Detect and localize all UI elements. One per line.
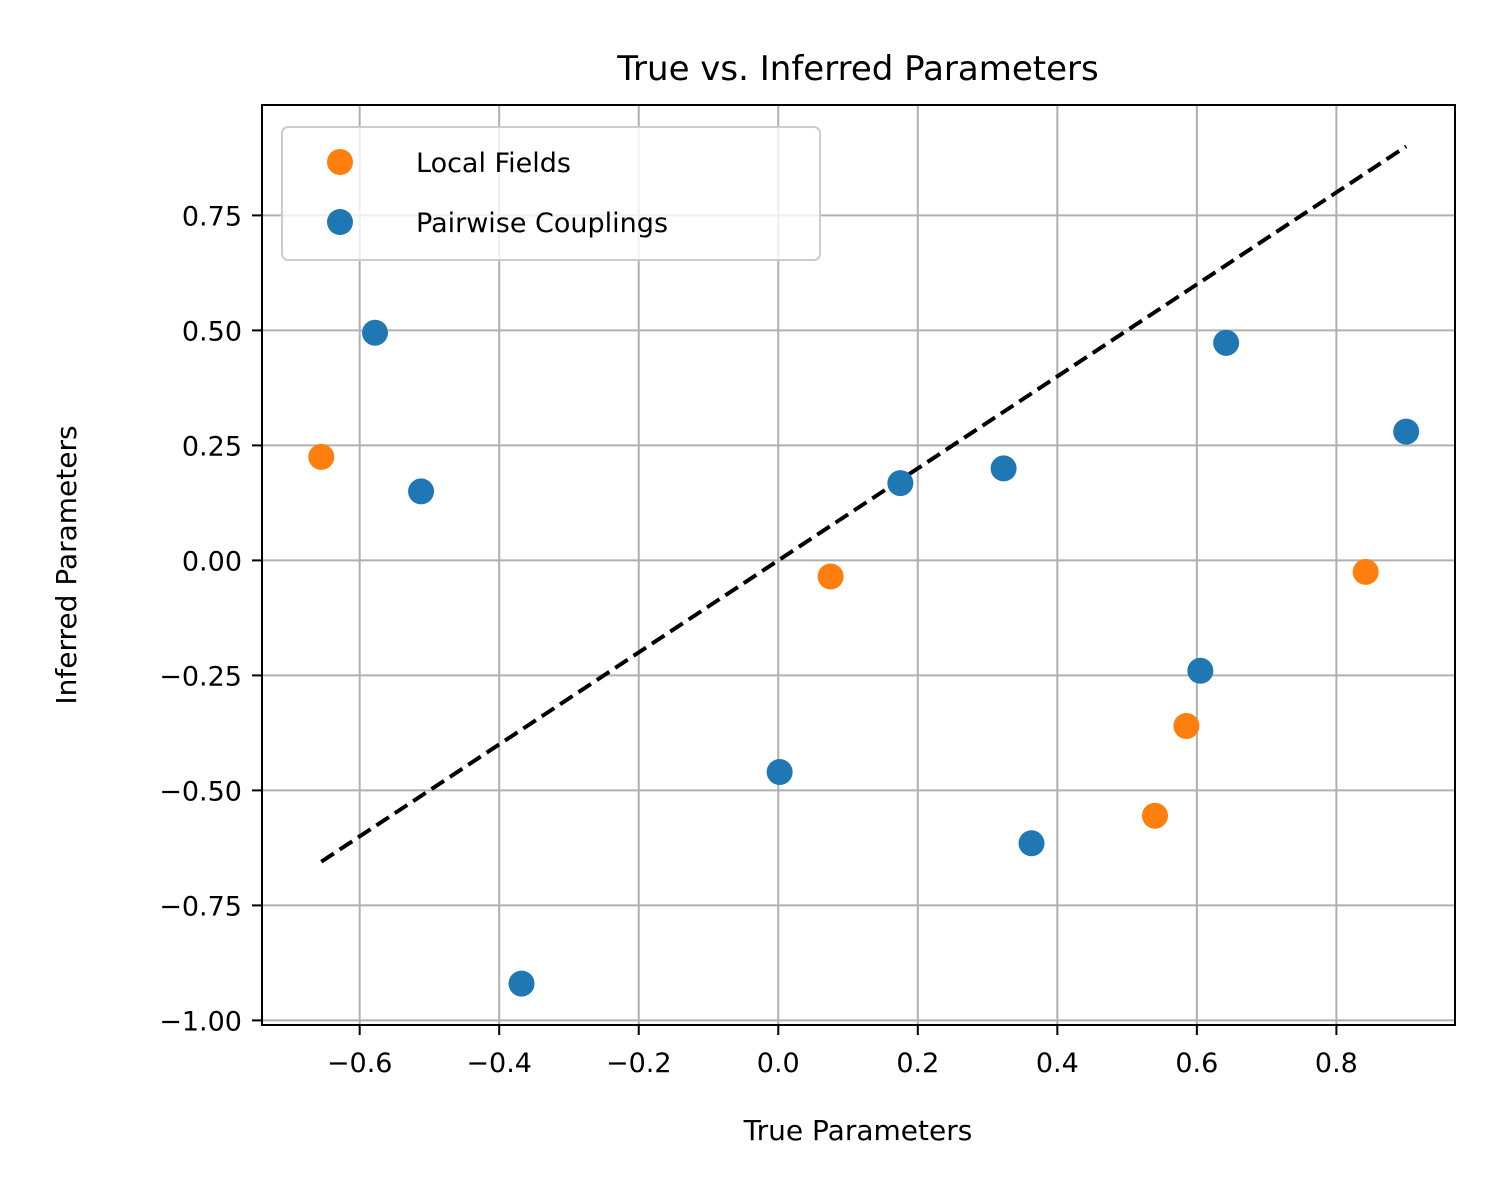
legend-label: Local Fields xyxy=(416,148,571,179)
reference-line-layer xyxy=(320,144,1408,864)
local-fields-point xyxy=(1142,802,1169,829)
local-fields-point xyxy=(1173,713,1200,739)
pairwise-couplings-point xyxy=(362,319,389,346)
pairwise-couplings-point xyxy=(766,759,793,785)
x-tick-label: 0.8 xyxy=(1315,1048,1358,1079)
x-tick-label: 0.4 xyxy=(1036,1048,1079,1079)
pairwise-couplings-point xyxy=(1213,329,1240,356)
local-fields-point xyxy=(308,443,335,470)
pairwise-couplings-point xyxy=(990,455,1017,482)
y-tick-label: 0.75 xyxy=(182,201,242,232)
x-axis-title: True Parameters xyxy=(743,1114,973,1147)
legend-marker xyxy=(327,209,353,235)
x-tick-label: 0.2 xyxy=(896,1048,939,1079)
pairwise-couplings-point xyxy=(508,970,535,997)
x-tick-label: −0.4 xyxy=(466,1048,532,1079)
y-tick-label: −1.00 xyxy=(159,1006,242,1037)
y-tick-label: 0.25 xyxy=(182,431,242,462)
x-tick-label: −0.2 xyxy=(606,1048,672,1079)
pairwise-couplings-point xyxy=(887,470,914,497)
data-points xyxy=(308,319,1420,997)
pairwise-couplings-point xyxy=(1018,830,1045,857)
x-tick-label: 0.0 xyxy=(757,1048,800,1079)
y-tick-label: 0.00 xyxy=(182,546,242,577)
legend-marker xyxy=(327,149,353,175)
y-tick-label: −0.50 xyxy=(159,776,242,807)
x-tick-label: −0.6 xyxy=(327,1048,393,1079)
axis-ticks: −0.6 −0.4 −0.2 0.0 0.2 0.4 0.6 0.8 −1.00 −0.75 −0.… xyxy=(159,201,1358,1079)
y-tick-label: −0.75 xyxy=(159,891,242,922)
pairwise-couplings-point xyxy=(408,478,435,505)
legend-box xyxy=(281,126,821,261)
chart-title: True vs. Inferred Parameters xyxy=(616,49,1098,89)
pairwise-couplings-point xyxy=(1393,418,1420,445)
plot-frame xyxy=(261,104,1456,1026)
legend: Local Fields Pairwise Couplings xyxy=(281,126,821,261)
local-fields-point xyxy=(817,563,844,590)
y-axis-title: Inferred Parameters xyxy=(50,425,83,704)
grid-lines xyxy=(262,105,1455,1025)
x-tick-label: 0.6 xyxy=(1175,1048,1218,1079)
pairwise-couplings-point xyxy=(1187,657,1214,684)
legend-label: Pairwise Couplings xyxy=(416,208,668,239)
y-tick-label: 0.50 xyxy=(182,316,242,347)
y-tick-label: −0.25 xyxy=(159,661,242,692)
identity-reference-line xyxy=(320,144,1408,864)
local-fields-point xyxy=(1352,558,1379,585)
